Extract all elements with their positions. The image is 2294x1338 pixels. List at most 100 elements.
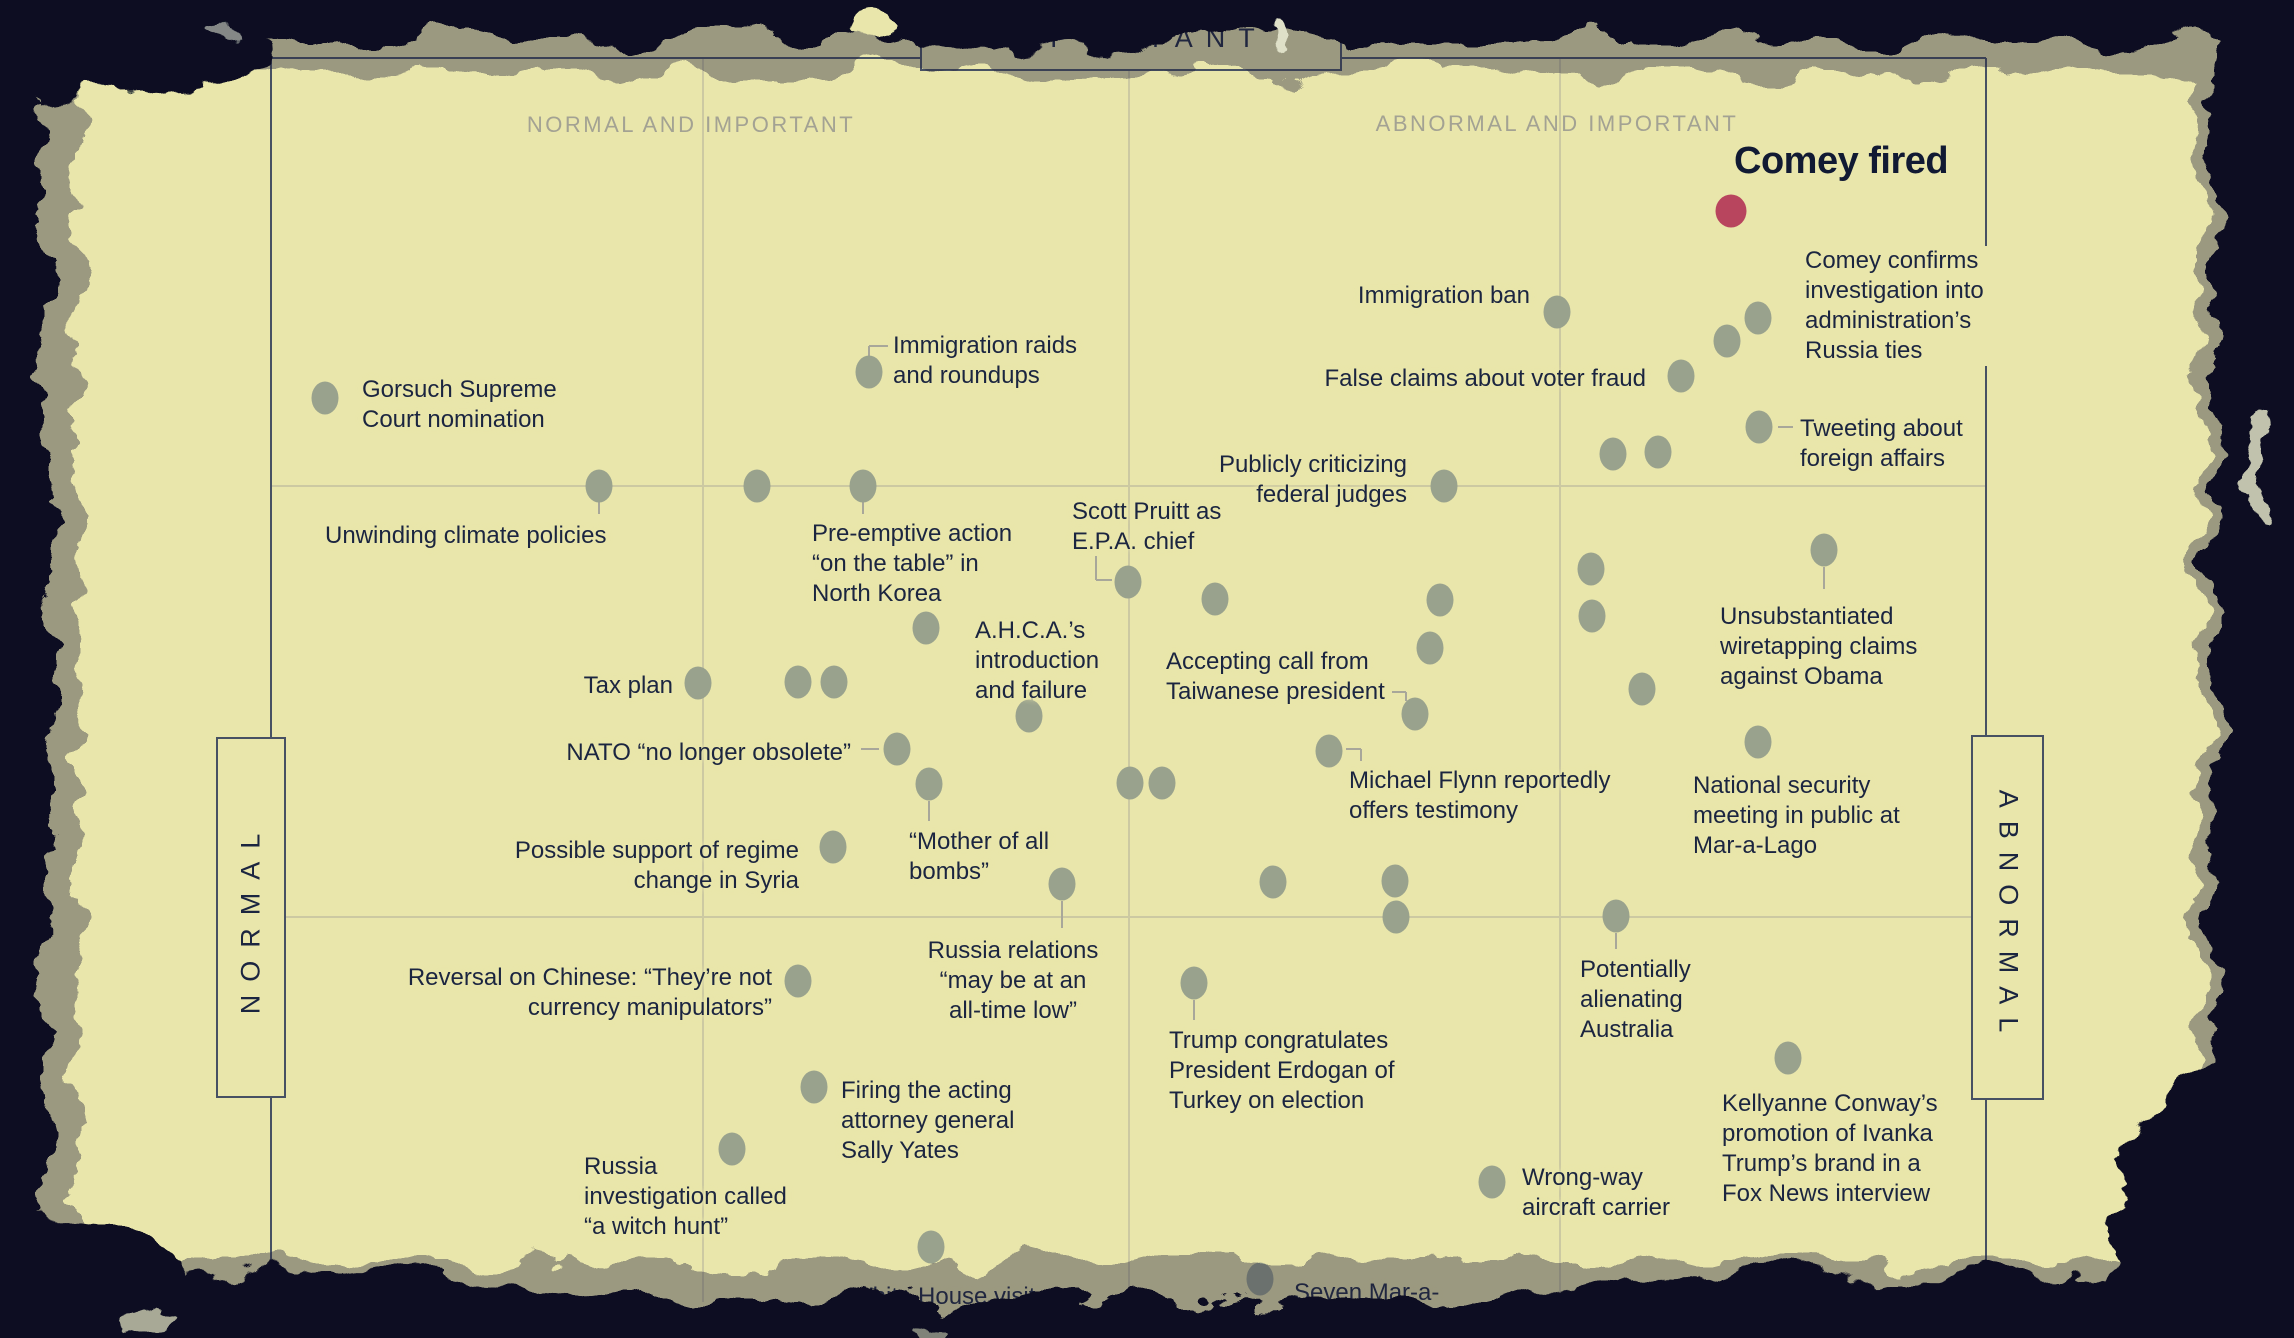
- data-point-unlabeled-14: [1148, 766, 1176, 800]
- data-point-michael-flynn: [1315, 734, 1343, 768]
- event-label-comey-confirms: Comey confirms investigation into admini…: [1801, 246, 1988, 366]
- data-point-unlabeled-5: [1628, 672, 1656, 706]
- data-point-unlabeled-10: [1201, 582, 1229, 616]
- border-light-speck: [2247, 412, 2265, 528]
- data-point-erdogan: [1180, 966, 1208, 1000]
- data-point-criticizing-judges: [1430, 469, 1458, 503]
- event-label-tax-plan: Tax plan: [583, 672, 673, 699]
- data-point-maralago-security: [1744, 725, 1772, 759]
- data-point-unlabeled-3: [1577, 552, 1605, 586]
- h-gridline-1: [271, 916, 1986, 918]
- data-point-wrong-way-carrier: [1478, 1165, 1506, 1199]
- event-label-alienating-australia: Potentially alienating Australia: [1580, 956, 1691, 1043]
- event-label-moab: “Mother of all bombs”: [909, 828, 1050, 885]
- data-point-kellyanne-conway: [1774, 1041, 1802, 1075]
- data-point-moab: [915, 767, 943, 801]
- data-point-scott-pruitt: [1114, 565, 1142, 599]
- event-label-preemptive-nk: Pre-emptive action “on the table” in Nor…: [812, 520, 1013, 607]
- event-label-witch-hunt: Russia investigation called “a witch hun…: [584, 1153, 787, 1240]
- event-label-visitor-logs: White House visitor logs no longer: [850, 1283, 1057, 1338]
- event-label-kellyanne-conway: Kellyanne Conway’s promotion of Ivanka T…: [1722, 1090, 1938, 1207]
- event-label-unwinding-climate: Unwinding climate policies: [325, 522, 607, 549]
- data-point-maralago-visits: [1246, 1262, 1274, 1296]
- axis-label-box-abnormal: ABNORMAL: [1971, 735, 2044, 1100]
- event-label-immigration-ban: Immigration ban: [1357, 282, 1530, 309]
- data-point-unlabeled-11: [1426, 583, 1454, 617]
- leader-line-nato: [861, 748, 879, 750]
- data-point-sally-yates: [800, 1070, 828, 1104]
- v-gridline-1: [1128, 58, 1130, 1302]
- event-label-maralago-visits: Seven Mar-a- lago visits: [1294, 1279, 1440, 1336]
- leader-line-michael-flynn: [1360, 749, 1362, 761]
- headline-comey-fired: Comey fired: [1734, 140, 1949, 182]
- data-point-taiwan-call: [1401, 697, 1429, 731]
- data-point-unlabeled-12: [1416, 631, 1444, 665]
- data-point-unlabeled-2: [1644, 435, 1672, 469]
- event-label-criticizing-judges: Publicly criticizing federal judges: [1218, 451, 1407, 508]
- event-label-taiwan-call: Accepting call from Taiwanese president: [1166, 648, 1385, 705]
- leader-line-alienating-australia: [1615, 933, 1617, 949]
- leader-line-scott-pruitt: [1096, 579, 1112, 581]
- event-label-immigration-raids: Immigration raids and roundups: [893, 332, 1078, 389]
- event-label-sally-yates: Firing the acting attorney general Sally…: [841, 1077, 1015, 1164]
- event-label-maralago-security: National security meeting in public at M…: [1693, 772, 1900, 859]
- data-point-nato: [883, 732, 911, 766]
- border-light-speck: [211, 34, 239, 46]
- leader-line-taiwan-call: [1392, 691, 1406, 693]
- data-point-unlabeled-16: [1381, 864, 1409, 898]
- data-point-comey-fired: [1715, 194, 1747, 228]
- leader-line-wiretapping: [1823, 567, 1825, 589]
- leader-line-immigration-raids: [869, 345, 888, 347]
- normal-axis-label: NORMAL: [235, 820, 266, 1015]
- data-point-unlabeled-0: [1713, 324, 1741, 358]
- event-label-scott-pruitt: Scott Pruitt as E.P.A. chief: [1072, 498, 1222, 555]
- event-label-gorsuch: Gorsuch Supreme Court nomination: [362, 376, 557, 433]
- data-point-preemptive-nk: [849, 469, 877, 503]
- important-axis-label: IMPORTANT: [994, 23, 1268, 53]
- data-point-tweeting-foreign: [1745, 410, 1773, 444]
- event-label-voter-fraud: False claims about voter fraud: [1324, 365, 1646, 392]
- data-point-chinese-currency: [784, 964, 812, 998]
- event-label-wrong-way-carrier: Wrong-way aircraft carrier: [1522, 1164, 1671, 1221]
- event-label-ahca: A.H.C.A.’s introduction and failure: [975, 617, 1100, 704]
- data-point-comey-confirms: [1744, 301, 1772, 335]
- data-point-visitor-logs: [917, 1230, 945, 1264]
- data-point-wiretapping: [1810, 533, 1838, 567]
- event-label-michael-flynn: Michael Flynn reportedly offers testimon…: [1349, 767, 1611, 824]
- border-blob: [60, 1272, 620, 1338]
- axis-label-box-important: IMPORTANT: [920, 6, 1342, 71]
- event-label-tweeting-foreign: Tweeting about foreign affairs: [1800, 415, 1963, 472]
- event-label-chinese-currency: Reversal on Chinese: “They’re not curren…: [407, 964, 772, 1021]
- border-light-speck: [122, 1306, 178, 1330]
- h-gridline-0: [271, 485, 1986, 487]
- data-point-unlabeled-13: [1116, 766, 1144, 800]
- data-point-tax-plan: [684, 666, 712, 700]
- border-blob: [2110, 1070, 2294, 1338]
- v-gridline-2: [1559, 58, 1561, 1302]
- leader-line-moab: [928, 801, 930, 821]
- abnormal-axis-label: ABNORMAL: [1993, 789, 2024, 1046]
- leader-line-russia-relations: [1061, 901, 1063, 928]
- quadrant-label-normal-important: NORMAL AND IMPORTANT: [526, 112, 856, 137]
- data-point-unlabeled-7: [912, 611, 940, 645]
- data-point-unlabeled-1: [1599, 437, 1627, 471]
- border-blob: [0, 1220, 190, 1338]
- leader-line-scott-pruitt: [1095, 556, 1097, 580]
- border-blob: [0, 17, 280, 93]
- data-point-unlabeled-9: [820, 665, 848, 699]
- leader-line-erdogan: [1193, 1000, 1195, 1020]
- plot-border-right: [1985, 58, 1987, 1302]
- data-point-unwinding-climate: [585, 469, 613, 503]
- data-point-russia-relations: [1048, 867, 1076, 901]
- data-point-syria-regime: [819, 830, 847, 864]
- data-point-unlabeled-6: [743, 469, 771, 503]
- data-point-alienating-australia: [1602, 899, 1630, 933]
- event-label-russia-relations: Russia relations “may be at an all-time …: [927, 937, 1099, 1024]
- event-label-erdogan: Trump congratulates President Erdogan of…: [1169, 1027, 1395, 1114]
- data-point-unlabeled-8: [784, 665, 812, 699]
- leader-line-tweeting-foreign: [1778, 426, 1793, 428]
- quadrant-label-abnormal-important: ABNORMAL AND IMPORTANT: [1375, 111, 1739, 136]
